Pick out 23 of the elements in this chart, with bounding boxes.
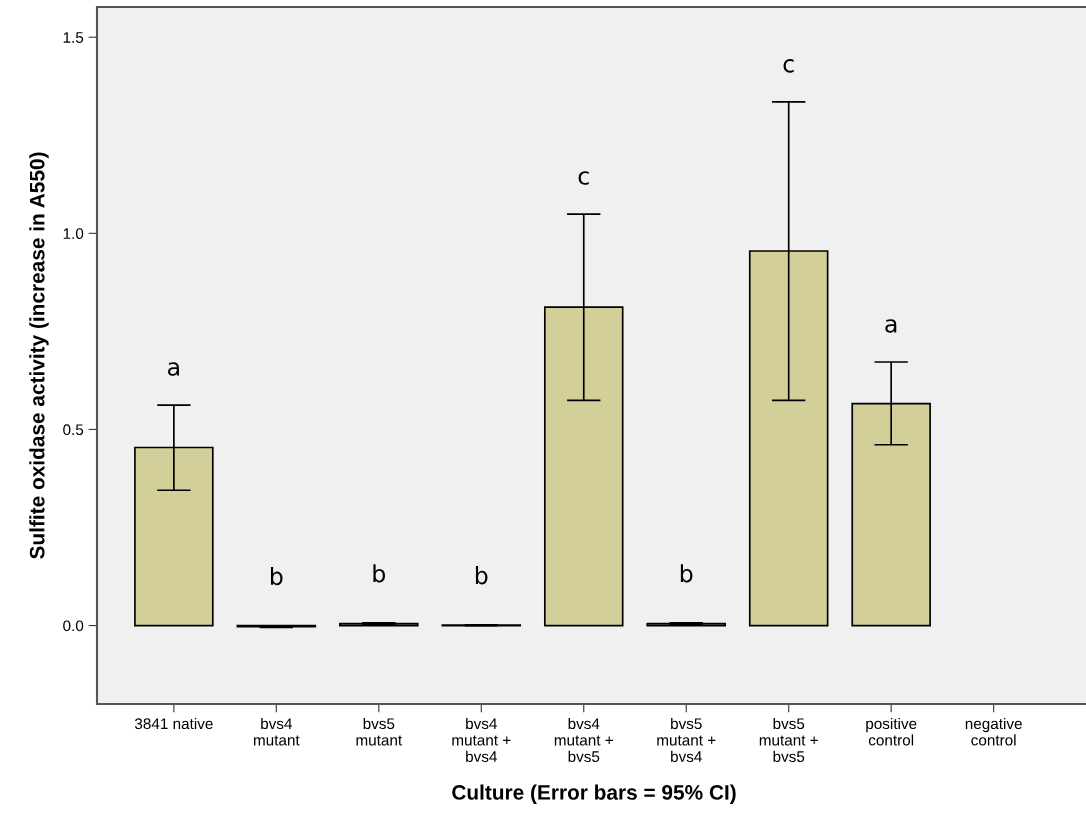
x-tick-label: bvs5 mutant <box>356 717 403 746</box>
y-tick-label: 1.0 <box>63 228 84 240</box>
annotation: c <box>578 171 589 185</box>
y-tick-label: 1.5 <box>63 32 84 43</box>
annotation: a <box>885 319 897 333</box>
x-tick-label: negative control <box>965 717 1022 746</box>
annotation: b <box>475 566 488 585</box>
annotation: b <box>270 566 283 586</box>
y-axis-title: Sulfite oxidase activity (increase in A550) <box>29 152 49 559</box>
x-tick-label: positive control <box>866 717 917 746</box>
x-tick-label: bvs4 mutant + bvs5 <box>554 717 613 763</box>
x-tick-label: bvs5 mutant + bvs5 <box>759 717 818 763</box>
x-tick-label: bvs5 mutant + bvs4 <box>657 717 716 763</box>
annotation: a <box>168 362 179 376</box>
y-tick-label: 0.5 <box>63 424 84 436</box>
x-tick-label: 3841 native <box>134 717 213 730</box>
annotation: c <box>783 59 794 73</box>
x-tick-label: bvs4 mutant <box>253 717 300 746</box>
x-tick-label: bvs4 mutant + bvs4 <box>452 717 511 763</box>
annotation: b <box>680 564 693 583</box>
y-tick-label: 0.0 <box>63 620 84 632</box>
annotation: b <box>373 564 386 583</box>
x-axis-title: Culture (Error bars = 95% CI) <box>452 784 736 804</box>
